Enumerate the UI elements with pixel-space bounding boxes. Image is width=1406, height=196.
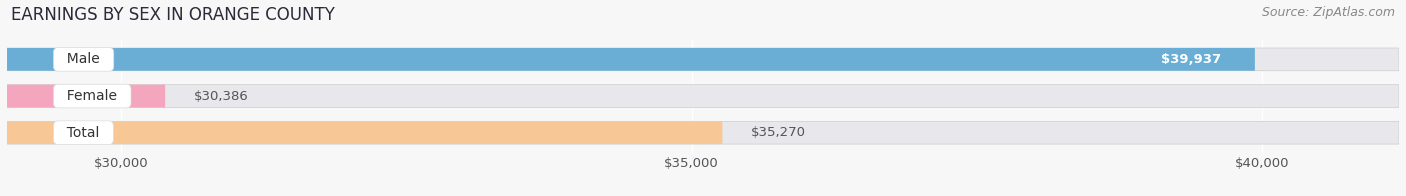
FancyBboxPatch shape [7,48,1399,71]
FancyBboxPatch shape [7,121,1399,144]
Text: Total: Total [59,126,108,140]
FancyBboxPatch shape [7,48,1256,71]
Text: Male: Male [59,52,108,66]
Text: Female: Female [59,89,127,103]
Text: Source: ZipAtlas.com: Source: ZipAtlas.com [1261,6,1395,19]
Text: $39,937: $39,937 [1160,53,1220,66]
Text: EARNINGS BY SEX IN ORANGE COUNTY: EARNINGS BY SEX IN ORANGE COUNTY [11,6,335,24]
Text: $35,270: $35,270 [751,126,806,139]
FancyBboxPatch shape [7,85,1399,107]
FancyBboxPatch shape [7,121,723,144]
FancyBboxPatch shape [7,85,165,107]
Text: $30,386: $30,386 [194,90,249,103]
